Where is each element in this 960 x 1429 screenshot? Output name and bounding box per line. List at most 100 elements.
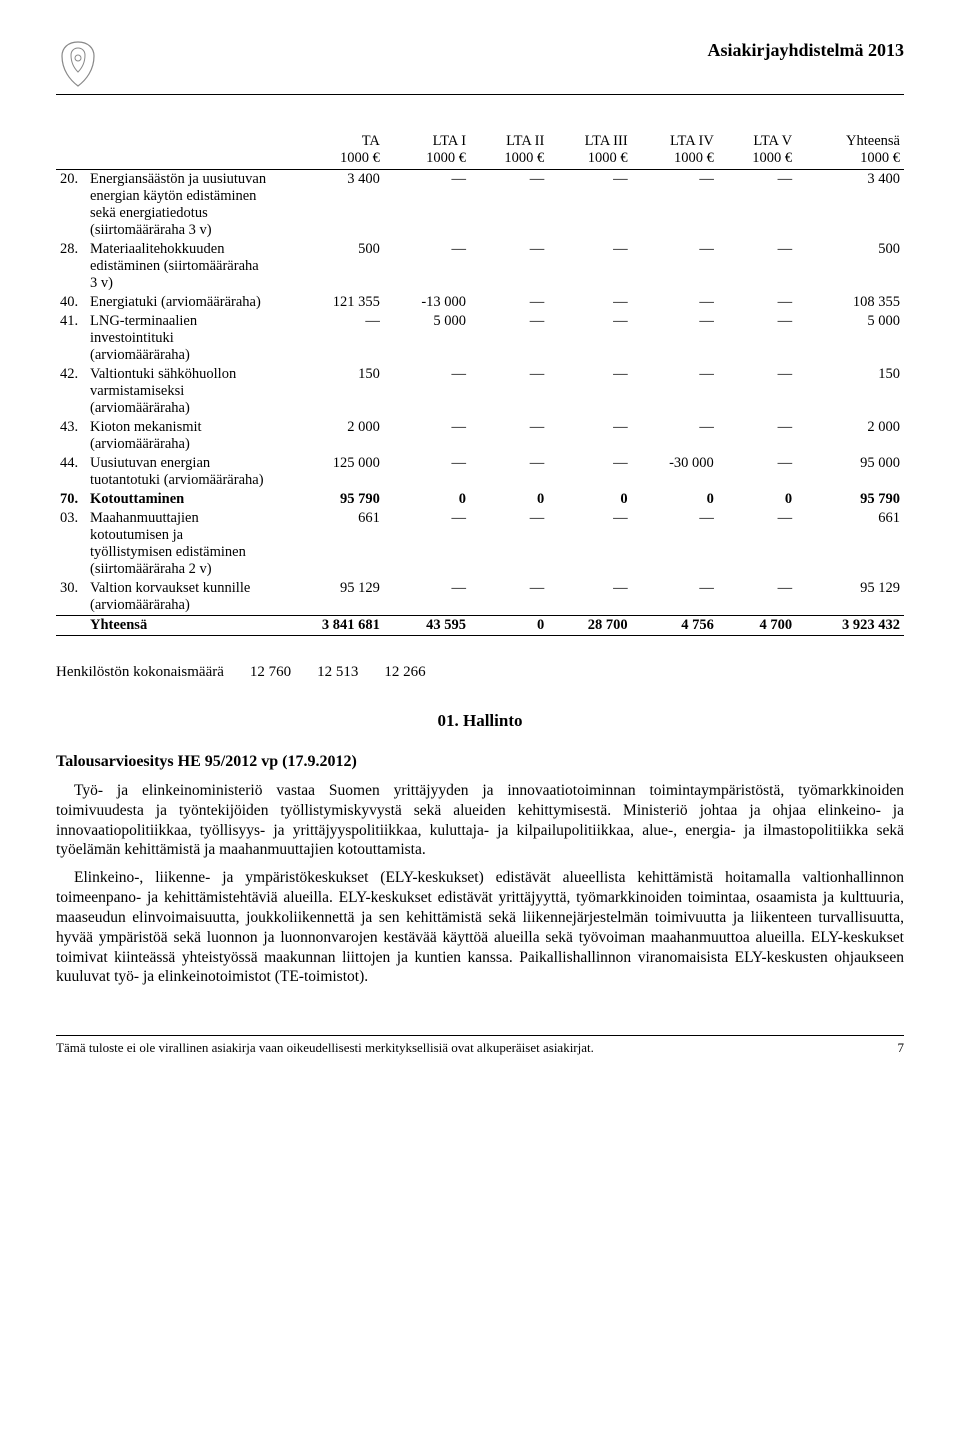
row-value: —	[548, 454, 631, 490]
row-value: —	[548, 509, 631, 579]
row-number: 42.	[56, 365, 86, 418]
table-row: 20.Energiansäästön ja uusiutuvan energia…	[56, 170, 904, 241]
row-value: —	[632, 240, 718, 293]
page-header: Asiakirjayhdistelmä 2013	[56, 40, 904, 95]
row-value: —	[718, 293, 796, 312]
row-value: 500	[276, 240, 384, 293]
row-value: —	[632, 312, 718, 365]
row-value: 661	[276, 509, 384, 579]
col-lta5: LTA V1000 €	[718, 131, 796, 170]
page-footer: Tämä tuloste ei ole virallinen asiakirja…	[56, 1035, 904, 1056]
row-label: Energiansäästön ja uusiutuvan energian k…	[86, 170, 276, 241]
paragraph-1-text: Työ- ja elinkeinoministeriö vastaa Suome…	[56, 782, 904, 858]
row-value: 95 129	[276, 579, 384, 616]
row-value: —	[718, 170, 796, 241]
row-value: —	[384, 365, 470, 418]
row-value: 2 000	[796, 418, 904, 454]
row-value: —	[470, 454, 548, 490]
row-value: 108 355	[796, 293, 904, 312]
row-value: —	[470, 509, 548, 579]
row-label: Valtion korvaukset kunnille (arviomäärär…	[86, 579, 276, 616]
row-value: —	[632, 579, 718, 616]
row-value: 95 129	[796, 579, 904, 616]
budget-table: TA1000 € LTA I1000 € LTA II1000 € LTA II…	[56, 131, 904, 636]
sum-blank	[56, 616, 86, 636]
row-value: 150	[796, 365, 904, 418]
footer-page-number: 7	[898, 1040, 905, 1056]
row-number: 43.	[56, 418, 86, 454]
row-value: —	[632, 293, 718, 312]
table-row: 30.Valtion korvaukset kunnille (arviomää…	[56, 579, 904, 616]
row-label: Maahanmuuttajien kotoutumisen ja työllis…	[86, 509, 276, 579]
row-label: Materiaalitehokkuuden edistäminen (siirt…	[86, 240, 276, 293]
row-number: 44.	[56, 454, 86, 490]
personnel-table: Henkilöstön kokonaismäärä 12 760 12 513 …	[56, 664, 452, 681]
sum-value: 3 923 432	[796, 616, 904, 636]
table-row: 40.Energiatuki (arviomääräraha)121 355-1…	[56, 293, 904, 312]
table-row: 28.Materiaalitehokkuuden edistäminen (si…	[56, 240, 904, 293]
col-blank2	[86, 131, 276, 170]
row-value: —	[632, 365, 718, 418]
row-value: 3 400	[796, 170, 904, 241]
row-value: 0	[384, 490, 470, 509]
row-value: —	[632, 418, 718, 454]
row-value: —	[718, 418, 796, 454]
table-sum-row: Yhteensä3 841 68143 595028 7004 7564 700…	[56, 616, 904, 636]
col-total: Yhteensä1000 €	[796, 131, 904, 170]
row-value: —	[718, 365, 796, 418]
sum-value: 43 595	[384, 616, 470, 636]
row-value: 0	[548, 490, 631, 509]
sum-value: 28 700	[548, 616, 631, 636]
row-value: —	[470, 365, 548, 418]
row-value: 500	[796, 240, 904, 293]
row-value: 95 790	[276, 490, 384, 509]
row-value: 2 000	[276, 418, 384, 454]
row-value: —	[632, 509, 718, 579]
row-value: —	[384, 240, 470, 293]
row-value: —	[384, 418, 470, 454]
row-value: 661	[796, 509, 904, 579]
table-header-row: TA1000 € LTA I1000 € LTA II1000 € LTA II…	[56, 131, 904, 170]
row-number: 03.	[56, 509, 86, 579]
footer-note: Tämä tuloste ei ole virallinen asiakirja…	[56, 1040, 594, 1056]
row-value: —	[718, 240, 796, 293]
row-label: LNG-terminaalien investointituki (arviom…	[86, 312, 276, 365]
sum-value: 4 756	[632, 616, 718, 636]
row-value: —	[470, 293, 548, 312]
row-value: —	[384, 579, 470, 616]
row-number: 28.	[56, 240, 86, 293]
table-row: 41.LNG-terminaalien investointituki (arv…	[56, 312, 904, 365]
row-value: —	[548, 170, 631, 241]
paragraph-1: Työ- ja elinkeinoministeriö vastaa Suome…	[56, 781, 904, 860]
row-number: 40.	[56, 293, 86, 312]
row-label: Valtiontuki sähköhuollon varmistamiseksi…	[86, 365, 276, 418]
row-value: —	[470, 579, 548, 616]
paragraph-2-text: Elinkeino-, liikenne- ja ympäristökeskuk…	[56, 869, 904, 985]
row-value: 3 400	[276, 170, 384, 241]
row-value: —	[470, 170, 548, 241]
row-label: Kotouttaminen	[86, 490, 276, 509]
row-value: —	[632, 170, 718, 241]
row-number: 30.	[56, 579, 86, 616]
row-value: —	[470, 240, 548, 293]
table-row: 43.Kioton mekanismit (arviomääräraha)2 0…	[56, 418, 904, 454]
row-value: —	[718, 454, 796, 490]
row-value: —	[718, 579, 796, 616]
row-value: —	[276, 312, 384, 365]
sum-value: 4 700	[718, 616, 796, 636]
row-value: -13 000	[384, 293, 470, 312]
col-lta1: LTA I1000 €	[384, 131, 470, 170]
row-label: Energiatuki (arviomääräraha)	[86, 293, 276, 312]
row-value: 0	[470, 490, 548, 509]
row-value: —	[548, 240, 631, 293]
row-value: —	[718, 312, 796, 365]
table-row: 70.Kotouttaminen95 7900000095 790	[56, 490, 904, 509]
table-row: 03.Maahanmuuttajien kotoutumisen ja työl…	[56, 509, 904, 579]
col-lta4: LTA IV1000 €	[632, 131, 718, 170]
row-value: 5 000	[384, 312, 470, 365]
row-value: —	[470, 312, 548, 365]
row-value: —	[470, 418, 548, 454]
row-value: —	[384, 454, 470, 490]
row-value: —	[548, 365, 631, 418]
row-value: 95 790	[796, 490, 904, 509]
